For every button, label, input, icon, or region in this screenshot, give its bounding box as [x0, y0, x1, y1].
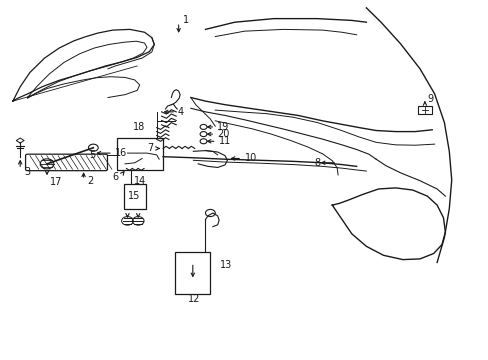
Text: 11: 11 [218, 136, 230, 146]
Text: 10: 10 [244, 153, 256, 163]
Text: 13: 13 [220, 260, 232, 270]
Text: 16: 16 [115, 148, 127, 158]
Text: 5: 5 [89, 150, 95, 160]
FancyBboxPatch shape [417, 106, 431, 114]
Text: 19: 19 [217, 122, 229, 132]
Text: 8: 8 [313, 158, 320, 168]
Text: 9: 9 [427, 94, 432, 104]
Text: 4: 4 [177, 107, 183, 117]
FancyBboxPatch shape [117, 138, 163, 170]
Text: 3: 3 [24, 167, 30, 177]
Text: 17: 17 [49, 177, 61, 187]
FancyBboxPatch shape [175, 252, 210, 294]
Text: 15: 15 [128, 191, 141, 201]
FancyBboxPatch shape [124, 184, 146, 210]
Text: 20: 20 [217, 129, 229, 139]
Text: 14: 14 [134, 176, 146, 186]
Text: 2: 2 [87, 176, 94, 186]
Text: 6: 6 [112, 172, 119, 182]
Text: 7: 7 [147, 143, 154, 153]
Text: 18: 18 [133, 122, 145, 132]
FancyBboxPatch shape [25, 154, 107, 171]
Text: 12: 12 [188, 294, 201, 304]
Text: 1: 1 [183, 15, 189, 26]
